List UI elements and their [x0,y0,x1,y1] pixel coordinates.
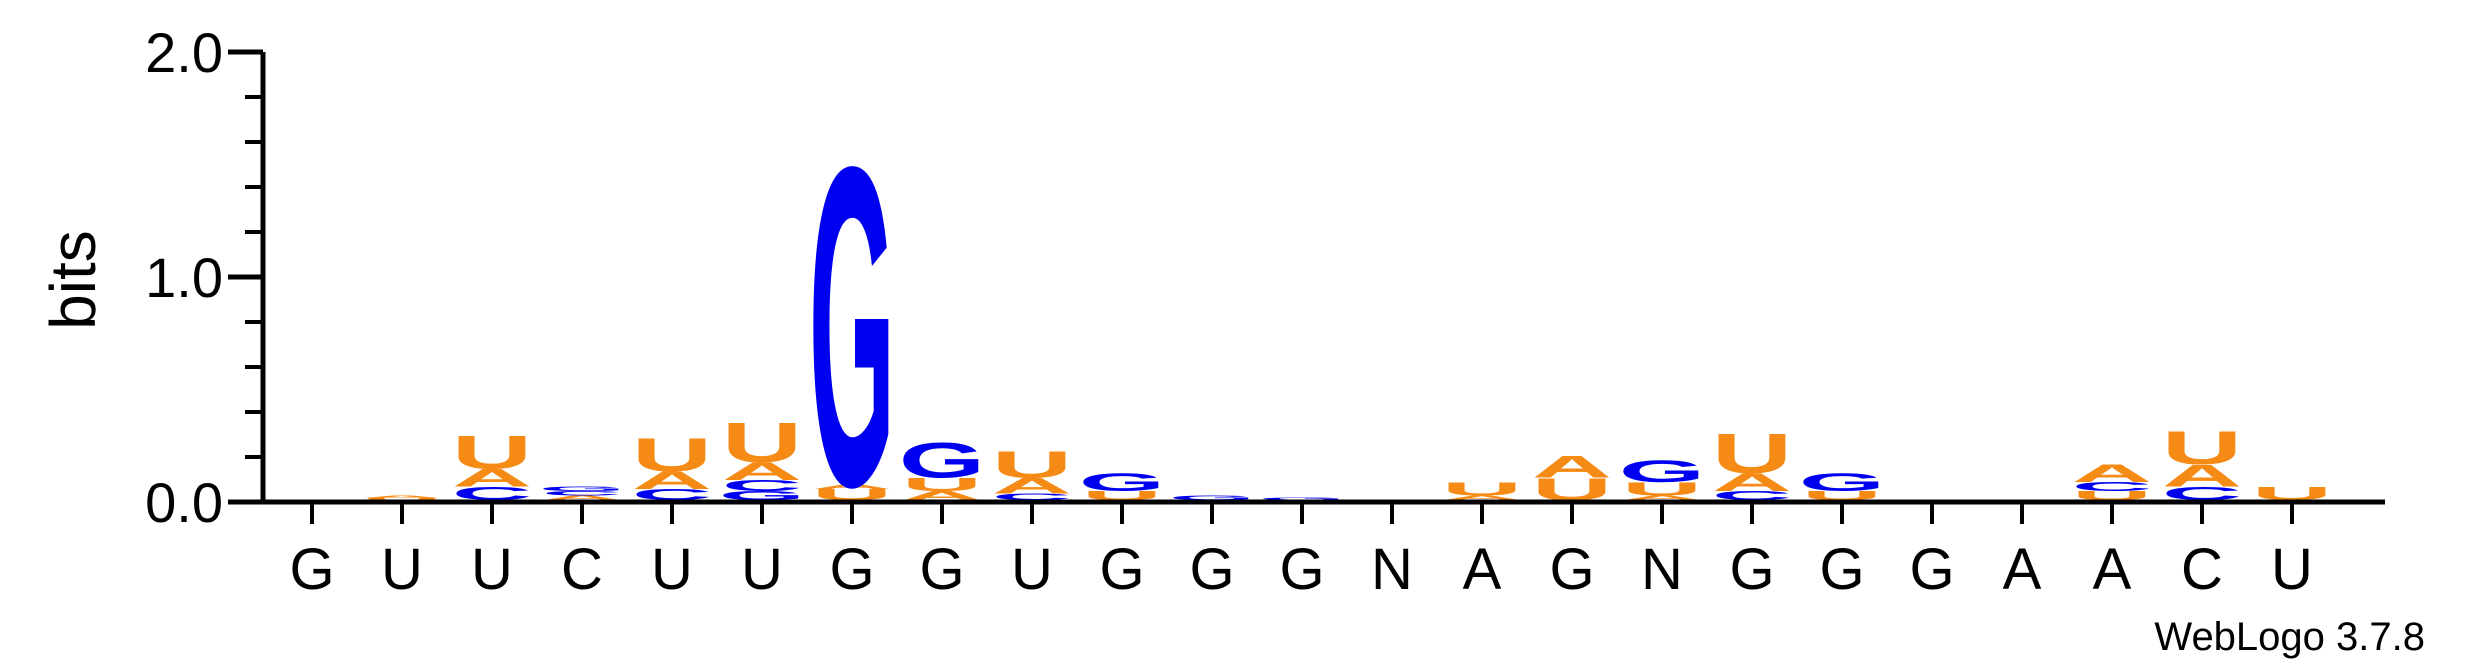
logo-letter-a: A [452,464,532,492]
logo-letter-g: G [1799,469,1885,497]
y-tick-label: 2.0 [145,21,223,84]
logo-letter-u: U [452,427,532,479]
x-tick-label: A [2093,537,2132,602]
axes [260,52,2385,505]
x-tick-label: N [1641,537,1683,602]
logo-letter-a: A [1442,494,1522,501]
x-tick-label: G [1189,537,1234,602]
logo-letter-c: C [2072,480,2152,494]
x-tick-label: G [1729,537,1774,602]
logo-letter-g: G [1619,454,1705,489]
logo-letter-u: U [362,497,442,501]
logo-letter-u: U [1622,478,1702,499]
x-tick-label: U [381,537,423,602]
logo-letter-u: U [1442,478,1522,499]
y-tick-label: 0.0 [145,471,223,534]
logo-letter-a: A [1622,494,1702,501]
logo-letter-a: A [812,483,892,490]
logo-letter-a: A [1712,469,1792,497]
y-ticks: 0.0 1.0 2.0 [145,21,263,534]
x-tick-label: G [1819,537,1864,602]
logo-letter-u: U [2072,489,2152,503]
logo-letter-u: U [2162,422,2242,474]
logo-letter-a: A [542,494,622,501]
logo-letter-g: G [719,489,805,503]
logo-letter-g: G [809,73,895,581]
x-tick-label: U [2271,537,2313,602]
x-tick-label: A [1463,537,1502,602]
x-tick-label: C [2181,537,2223,602]
x-tick-label: G [1099,537,1144,602]
x-tick-label: N [1371,537,1413,602]
logo-letter-a: A [722,457,802,485]
x-tick-label: G [1279,537,1324,602]
weblogo-credit: WebLogo 3.7.8 [2154,615,2425,659]
logo-letter-u: U [992,443,1072,485]
x-tick-label: G [1909,537,1954,602]
x-tick-label: U [471,537,513,602]
x-tick-label: G [289,537,334,602]
logo-letter-a: A [632,466,712,494]
logo-letter-u: U [902,474,982,495]
logo-letter-g: G [899,433,985,489]
logo-letter-c: C [2162,483,2242,504]
x-tick-label: U [651,537,693,602]
logo-letter-c: C [722,477,802,495]
logo-letter-c: C [632,486,712,504]
x-tick-label: U [741,537,783,602]
logo-letter-a: A [902,489,982,503]
y-tick-label: 1.0 [145,246,223,309]
x-tick-label: C [561,537,603,602]
logo-letter-a: A [992,473,1072,498]
logo-letter-c: C [1712,489,1792,503]
logo-letter-g: G [539,485,625,492]
logo-letter-a: A [1532,449,1612,484]
logo-letter-u: U [722,410,802,474]
x-tick-label: G [1549,537,1594,602]
logo-letter-g: G [1169,494,1255,501]
logo-letter-g: G [1079,469,1165,497]
logo-letter-a: A [362,495,442,499]
logo-letter-u: U [1802,489,1882,503]
logo-letter-c: C [992,492,1072,503]
x-tick-label: G [919,537,964,602]
logo-letter-c: C [452,483,532,504]
x-tick-label: A [2003,537,2042,602]
logo-letter-a: A [2072,460,2152,488]
logo-letter-a: A [2162,458,2242,493]
x-tick-label: U [1011,537,1053,602]
logo-letter-u: U [1082,489,1162,503]
logo-letter-u: U [812,486,892,504]
logo-letter-g: G [1259,497,1345,501]
x-tick-label: G [829,537,874,602]
y-axis-label: bits [37,230,109,330]
logo-letter-u: U [632,429,712,481]
logo-letter-u: U [2252,483,2332,504]
logo-letter-u: U [1712,422,1792,486]
logo-letter-c: C [542,490,622,497]
